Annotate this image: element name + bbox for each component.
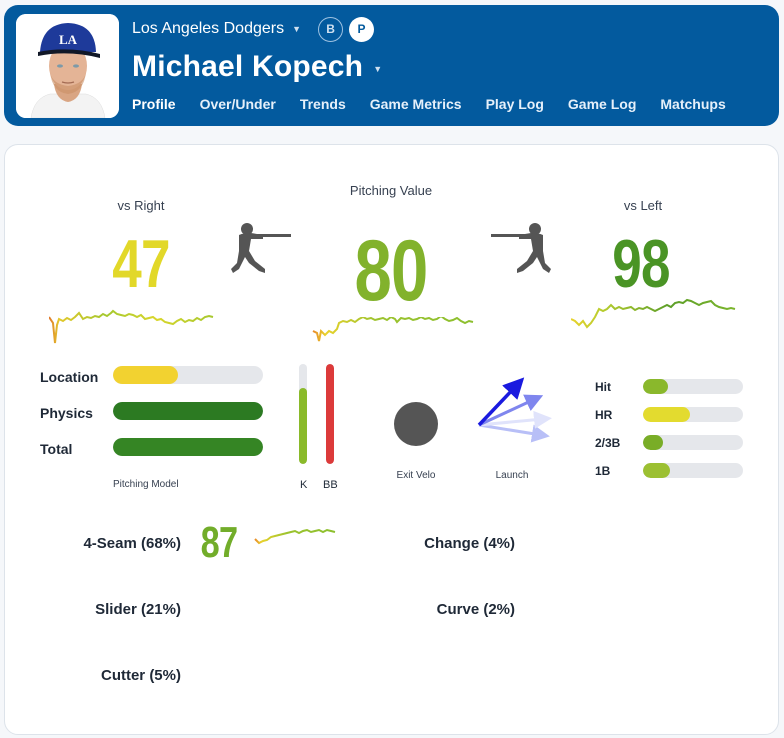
bb-label: BB [323, 479, 338, 491]
bb-rate-bar [326, 364, 334, 464]
vs-right-label: vs Right [117, 198, 165, 213]
pitching-value-label: Pitching Value [349, 183, 433, 198]
total-label: Total [40, 441, 73, 457]
right-handed-batter-icon [231, 223, 291, 273]
hit-bar [643, 379, 743, 394]
pitch-cutter[interactable]: Cutter (5%) [100, 667, 181, 684]
tab-game-metrics[interactable]: Game Metrics [369, 96, 462, 112]
tab-game-log[interactable]: Game Log [567, 96, 637, 112]
player-chevron-down-icon[interactable]: ▼ [373, 64, 383, 74]
pitching-value-sparkline [312, 317, 474, 342]
k-rate-bar [299, 364, 307, 464]
left-handed-batter-icon [491, 223, 551, 273]
svg-text:LA: LA [59, 32, 78, 47]
tab-play-log[interactable]: Play Log [485, 96, 544, 112]
pitch-4-seam-score: 87 [200, 518, 238, 567]
launch-angle-arrows-icon [477, 377, 552, 443]
pitch-slider[interactable]: Slider (21%) [95, 601, 181, 618]
pitching-value-score: 80 [354, 223, 428, 319]
hit-label: Hit [595, 380, 611, 394]
doubles-triples-bar [643, 435, 743, 450]
physics-bar [113, 402, 263, 420]
physics-label: Physics [40, 405, 93, 421]
batter-toggle[interactable]: B [318, 16, 344, 42]
pitch-4-seam-sparkline [254, 528, 336, 545]
pitch-curve[interactable]: Curve (2%) [436, 601, 515, 618]
team-selector[interactable]: Los Angeles Dodgers [132, 20, 285, 37]
pitch-4-seam[interactable]: 4-Seam (68%) [83, 535, 181, 552]
vs-right-score: 47 [112, 226, 170, 302]
profile-tabs: Profile Over/Under Trends Game Metrics P… [132, 96, 750, 112]
profile-card: vs Right 47 Pitching Value 80 vs Left 98… [4, 144, 779, 735]
hr-label: HR [595, 408, 613, 422]
vs-left-score: 98 [612, 226, 670, 302]
k-label: K [300, 479, 308, 491]
pitcher-toggle[interactable]: P [349, 16, 375, 42]
exit-velo-label: Exit Velo [396, 470, 436, 481]
launch-label: Launch [495, 470, 529, 481]
hr-bar [643, 407, 743, 422]
pitch-change[interactable]: Change (4%) [424, 535, 515, 552]
player-name-selector[interactable]: Michael Kopech [132, 50, 364, 83]
team-chevron-down-icon[interactable]: ▼ [292, 24, 302, 34]
tab-trends[interactable]: Trends [299, 96, 346, 112]
player-avatar: LA [16, 14, 119, 118]
pitching-model-caption: Pitching Model [113, 479, 179, 490]
total-bar [113, 438, 263, 456]
vs-right-sparkline [49, 309, 214, 344]
doubles-triples-label: 2/3B [595, 436, 621, 450]
location-bar [113, 366, 263, 384]
vs-left-label: vs Left [623, 198, 663, 213]
tab-profile[interactable]: Profile [132, 96, 176, 112]
location-label: Location [40, 369, 99, 385]
singles-label: 1B [595, 464, 611, 478]
vs-left-sparkline [571, 298, 736, 329]
player-header: LA Los Angeles Dodgers ▼ B P Michael Kop… [4, 5, 779, 126]
tab-over-under[interactable]: Over/Under [199, 96, 276, 112]
singles-bar [643, 463, 743, 478]
tab-matchups[interactable]: Matchups [660, 96, 726, 112]
exit-velo-circle-icon [394, 402, 438, 446]
